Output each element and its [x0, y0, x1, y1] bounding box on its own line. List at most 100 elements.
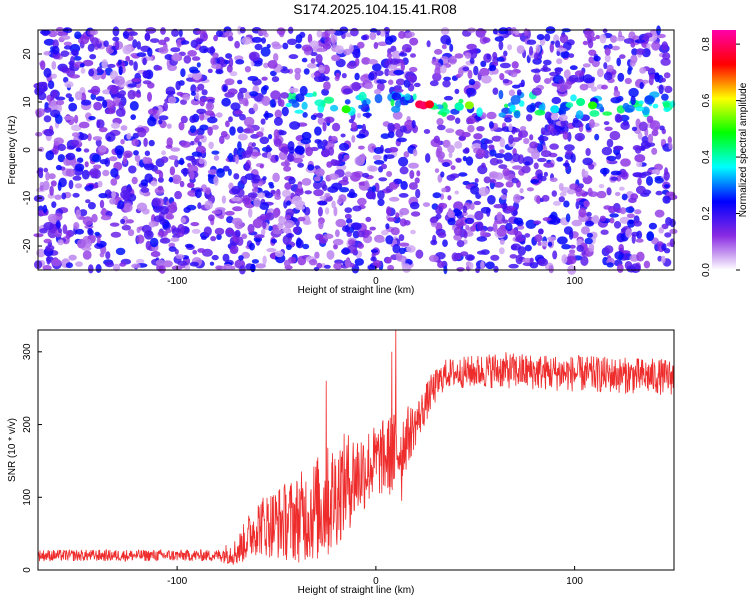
spectrogram-cell	[324, 192, 331, 198]
spectrogram-cell	[610, 170, 622, 176]
spectrogram-cell	[230, 102, 241, 111]
spectrogram-cell	[184, 243, 194, 248]
spectrogram-cell	[602, 28, 608, 34]
spectrogram-cell	[465, 224, 470, 231]
spectrogram-cell	[191, 228, 201, 234]
spectrogram-cell	[70, 139, 80, 147]
spectrogram-cell	[357, 242, 365, 249]
spectrogram-cell	[474, 178, 479, 183]
spectrogram-cell	[630, 41, 636, 48]
spectrogram-cell	[502, 167, 511, 177]
spectrogram-cell	[528, 46, 534, 56]
spectrogram-cell	[437, 260, 445, 268]
spectrogram-cell	[584, 237, 593, 245]
spectrogram-cell	[499, 73, 505, 81]
spectrogram-cell	[664, 232, 672, 238]
spectrogram-cell	[535, 44, 541, 53]
spectrogram-cell	[547, 236, 557, 241]
spectrogram-cell	[154, 169, 162, 175]
spectrogram-cell	[237, 126, 244, 134]
spectrogram-cell	[131, 138, 139, 147]
spectrogram-cell	[470, 185, 480, 195]
spectrogram-cell	[498, 164, 508, 170]
spectrogram-cell	[432, 192, 442, 199]
spectrogram-cell	[252, 218, 263, 229]
spectrogram-cell	[640, 140, 652, 149]
spectrogram-cell	[467, 115, 476, 125]
spectrogram-cell	[127, 229, 135, 237]
spectrogram-cell	[387, 264, 395, 271]
spectrogram-cell	[609, 217, 615, 224]
spectrogram-cell	[140, 187, 150, 193]
spectrogram-cell	[508, 263, 519, 269]
snr-x-tick-label: -100	[167, 576, 187, 587]
spectrogram-cell	[342, 176, 349, 183]
spectrogram-cell	[600, 229, 609, 235]
spectrogram-cell	[227, 36, 234, 42]
spectrogram-cell	[455, 117, 461, 124]
spectrogram-cell	[434, 48, 443, 55]
spectrogram-cell	[63, 115, 74, 121]
spectrogram-cell	[307, 33, 313, 44]
spectrogram-cell	[259, 202, 270, 211]
spectrogram-cell	[71, 132, 80, 138]
spectrogram-cell	[415, 249, 424, 259]
spectrogram-cell	[429, 80, 439, 87]
spectrogram-cell	[224, 210, 235, 216]
spectrogram-cell	[142, 57, 147, 66]
spectrogram-cell	[225, 120, 230, 128]
spectrogram-cell	[271, 76, 280, 83]
spectrogram-cell	[616, 175, 622, 182]
spectrogram-cell	[662, 102, 670, 108]
spectrogram-cell	[580, 256, 589, 266]
spectrogram-cell	[116, 204, 121, 209]
spectrogram-cell	[398, 193, 409, 198]
spectrogram-cell	[662, 52, 671, 60]
spectrogram-cell	[265, 212, 275, 221]
spectrogram-cell	[390, 98, 395, 107]
spectrogram-cell	[440, 171, 445, 178]
spectrogram-cell	[142, 156, 149, 164]
spectrogram-cell	[501, 219, 509, 224]
spectrogram-cell	[564, 144, 575, 152]
spectrogram-cell	[301, 44, 313, 52]
spectrogram-cell	[159, 237, 171, 244]
spectrogram-cell	[558, 79, 565, 85]
spectrogram-cell	[480, 229, 486, 238]
spectrogram-cell	[136, 41, 141, 50]
spectrogram-cell	[540, 150, 552, 158]
spectrogram-cell	[170, 237, 180, 243]
spectrogram-cell	[42, 204, 48, 214]
spectrogram-cell	[443, 76, 451, 82]
spectrogram-cell	[637, 177, 642, 186]
spectrogram-cell	[583, 200, 590, 208]
spectrogram-cell	[524, 161, 531, 166]
spectrogram-cell	[584, 170, 589, 178]
spectrogram-cell	[509, 104, 516, 112]
spectrogram-cell	[47, 228, 58, 239]
spectrogram-cell	[515, 254, 523, 265]
spectrogram-cell	[666, 191, 676, 196]
spectrogram-cell	[562, 131, 569, 140]
spectrogram-cell	[119, 262, 126, 267]
spectrogram-cell	[441, 187, 447, 193]
spectrogram-cell	[361, 123, 366, 134]
spectrogram-peak	[576, 98, 586, 106]
spectrogram-cell	[358, 104, 363, 109]
spectrogram-cell	[498, 89, 504, 100]
spectrogram-cell	[228, 152, 234, 162]
spectrogram-cell	[576, 244, 584, 252]
spectrogram-cell	[277, 222, 284, 230]
spectrogram-cell	[516, 89, 522, 96]
spectrogram-cell	[368, 59, 378, 65]
spectrogram-cell	[286, 92, 298, 102]
spectrogram-cell	[201, 89, 208, 96]
spectrogram-cell	[231, 196, 242, 202]
spectrogram-cell	[490, 254, 500, 261]
spectrogram-cell	[586, 211, 592, 217]
spectrogram-cell	[165, 86, 176, 96]
spectrogram-cell	[89, 33, 94, 43]
spectrogram-cell	[350, 222, 362, 231]
spectrogram-cell	[207, 126, 213, 136]
spectrogram-cell	[646, 176, 653, 186]
